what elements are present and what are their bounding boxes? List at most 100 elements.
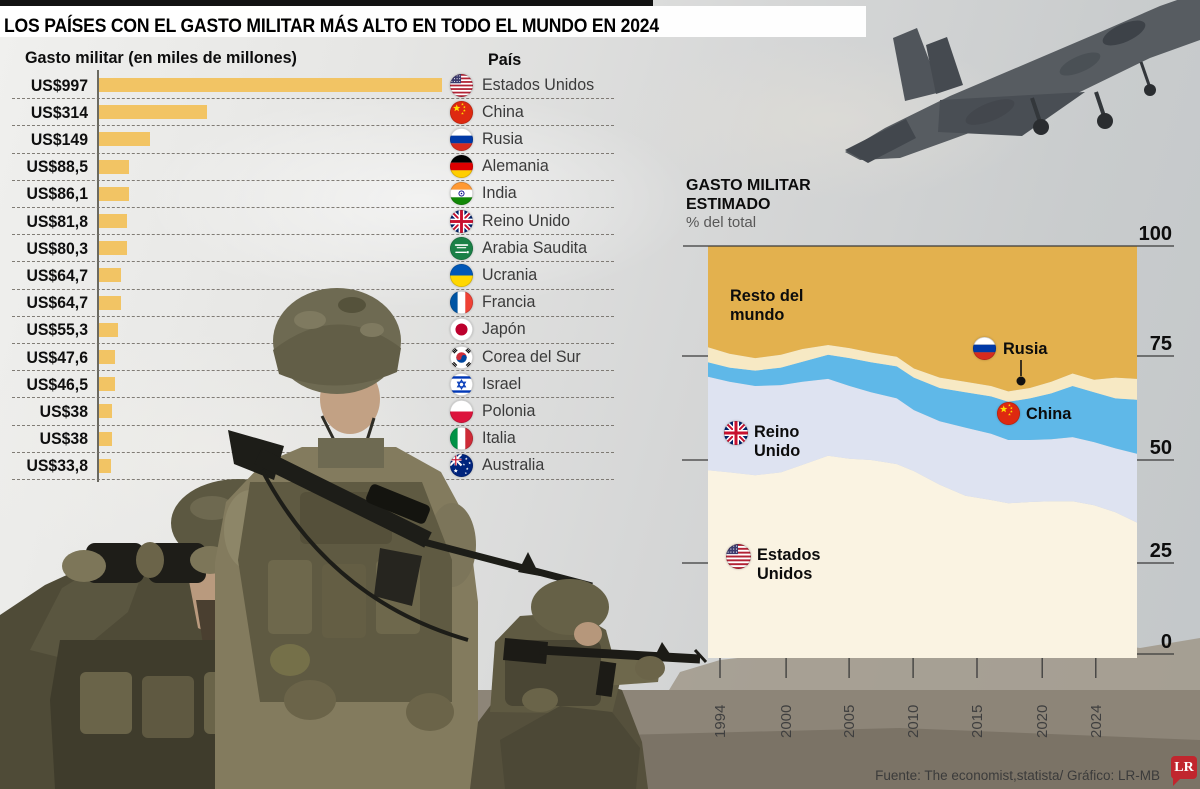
row-separator [12, 261, 614, 263]
row-separator [12, 125, 614, 127]
bar [99, 404, 112, 419]
row-separator [12, 315, 614, 317]
bar-value-label: US$33,8 [26, 456, 88, 476]
bar-value-label: US$149 [30, 129, 88, 149]
country-label: Israel [482, 374, 522, 393]
bar [99, 322, 118, 337]
title-strip: LOS PAÍSES CON EL GASTO MILITAR MÁS ALTO… [0, 6, 866, 37]
label-rusia: Rusia [1003, 339, 1048, 358]
area-estados-unidos [708, 455, 1137, 658]
bar-value-label: US$46,5 [26, 374, 88, 394]
row-separator [12, 424, 614, 426]
row-separator [12, 451, 614, 453]
x-tick-label: 2005 [841, 705, 858, 738]
label-estados-unidos: Estados Unidos [757, 545, 821, 583]
bar [99, 78, 442, 92]
row-separator [12, 343, 614, 344]
bar-value-label: US$88,5 [26, 157, 88, 177]
y-tick-label: 50 [1150, 437, 1172, 459]
area-china [708, 354, 1137, 454]
row-separator [12, 207, 614, 208]
flag-jp-icon [450, 318, 473, 342]
bar-rows: US$997 Estados Unidos US$314 China US$149 Rus… [0, 0, 640, 500]
lr-logo: LR [1171, 756, 1197, 779]
bar-value-label: US$314 [30, 102, 88, 122]
bar [99, 295, 121, 310]
flag-kr-icon [450, 345, 473, 369]
flag-de-icon [450, 155, 473, 179]
flag-ua-icon [450, 263, 473, 287]
country-label: Corea del Sur [482, 347, 581, 366]
fighter-jet-silhouette [845, 0, 1200, 163]
bar-value-label: US$38 [39, 429, 88, 449]
flag-cn-icon [997, 402, 1020, 425]
x-tick-label: 2000 [778, 705, 795, 738]
flag-gb-icon [450, 209, 473, 233]
bar-value-label: US$38 [39, 401, 88, 421]
bar-axis-line [97, 70, 99, 482]
rusia-callout-dot [1016, 376, 1026, 386]
area-reino-unido [708, 376, 1137, 523]
bar-value-label: US$86,1 [26, 184, 88, 204]
row-separator [12, 98, 614, 100]
cloud [140, 90, 700, 310]
page-title: LOS PAÍSES CON EL GASTO MILITAR MÁS ALTO… [4, 15, 659, 37]
area-chart-title-line1: GASTO MILITAR [686, 177, 811, 194]
area-chart: GASTO MILITAR ESTIMADO % del total 100 75… [650, 160, 1200, 760]
flag-cn-icon [450, 100, 473, 124]
country-label: India [482, 184, 517, 203]
x-tick-label: 2015 [969, 705, 986, 738]
label-reino-unido: Reino Unido [754, 422, 801, 460]
flag-ru-icon [450, 127, 473, 151]
country-label: Estados Unidos [482, 75, 595, 94]
y-tick-label: 75 [1150, 333, 1172, 355]
country-column-header: País [488, 50, 522, 69]
country-label: Italia [482, 429, 516, 448]
country-label: Francia [482, 293, 536, 312]
y-tick-label: 100 [1139, 223, 1172, 245]
area-rusia [708, 345, 1137, 402]
bar [99, 159, 129, 174]
label-china: China [1026, 404, 1072, 423]
bar [99, 268, 121, 283]
row-separator [12, 152, 614, 154]
area-chart-canvas: 100 75 50 25 0 1994 2000 2005 2010 2015 2020 2024 [682, 223, 1174, 738]
country-label: Alemania [482, 157, 549, 176]
source-credit: Fuente: The economist,statista/ Gráfico:… [875, 768, 1160, 783]
x-tick-label: 2020 [1034, 705, 1051, 738]
row-separator [12, 397, 614, 399]
country-label: Reino Unido [482, 211, 571, 230]
bar [99, 214, 127, 228]
flag-us-icon [726, 544, 751, 569]
area-resto-del-mundo [708, 246, 1137, 392]
flag-au-icon [450, 454, 473, 478]
bar-chart-title: Gasto militar (en miles de millones) [25, 48, 297, 67]
bar-value-label: US$80,3 [26, 238, 88, 258]
bar-value-label: US$64,7 [26, 265, 88, 285]
flag-in-icon [450, 182, 473, 206]
x-tick-label: 1994 [712, 705, 729, 738]
bar-value-label: US$81,8 [26, 211, 88, 231]
area-chart-subtitle: % del total [686, 214, 757, 231]
title-top-bar [0, 0, 653, 6]
flag-us-icon [450, 73, 473, 97]
row-separator [12, 479, 614, 480]
bar-value-label: US$64,7 [26, 293, 88, 313]
bar [99, 431, 112, 446]
flag-gb-icon [724, 421, 748, 445]
row-separator [12, 288, 614, 290]
country-label: Arabia Saudita [482, 238, 588, 257]
country-label: Japón [482, 320, 526, 339]
flag-pl-icon [450, 399, 473, 423]
bar [99, 186, 129, 201]
y-tick-label: 25 [1150, 540, 1172, 562]
x-ticks [719, 658, 1097, 678]
bar-chart: Gasto militar (en miles de millones) Paí… [0, 0, 640, 500]
lr-logo-tail [1173, 777, 1182, 786]
flag-it-icon [450, 427, 473, 451]
bar-value-label: US$55,3 [26, 320, 88, 340]
country-label: Rusia [482, 129, 523, 148]
row-separator [12, 234, 614, 236]
flag-fr-icon [450, 291, 473, 315]
